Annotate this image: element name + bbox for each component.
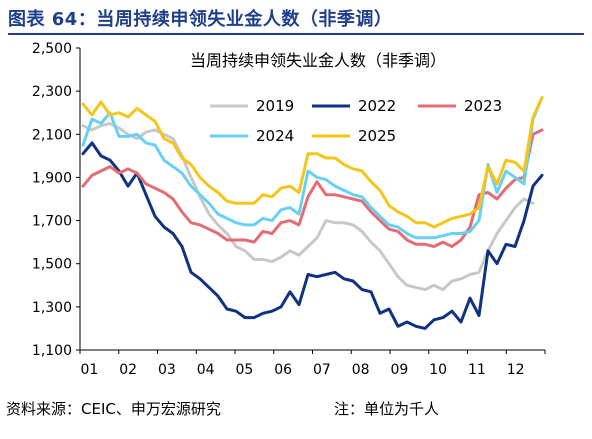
unit-note: 注：单位为千人 <box>334 400 440 418</box>
legend-label-2022: 2022 <box>358 97 396 115</box>
x-tick-label: 11 <box>468 362 486 378</box>
legend: 2019 2022 2023 2024 2025 <box>210 97 502 145</box>
y-tick-label: 2,300 <box>32 84 72 100</box>
y-tick-label: 1,700 <box>32 214 72 230</box>
x-tick-label: 04 <box>197 362 215 378</box>
x-tick-label: 03 <box>158 362 176 378</box>
x-tick-label: 06 <box>274 362 292 378</box>
legend-label-2024: 2024 <box>256 127 294 145</box>
series-line-2019 <box>81 122 535 292</box>
x-tick-label: 10 <box>429 362 447 378</box>
source-note: 资料来源：CEIC、申万宏源研究 <box>6 400 221 418</box>
series-line-2022 <box>81 141 544 330</box>
series-line-2025 <box>81 96 544 229</box>
y-tick-label: 2,500 <box>32 41 72 57</box>
figure-title: 图表 64：当周持续申领失业金人数（非季调） <box>8 9 393 30</box>
series-line-2024 <box>81 96 544 240</box>
header-divider <box>8 33 584 35</box>
axes: 1,100 1,300 1,500 1,700 1,900 2,100 2,300 2,500… <box>32 41 546 378</box>
figure-header: 图表 64：当周持续申领失业金人数（非季调） <box>8 5 584 35</box>
y-tick-label: 2,100 <box>32 127 72 143</box>
y-tick-label: 1,300 <box>32 300 72 316</box>
x-tick-label: 02 <box>119 362 137 378</box>
legend-label-2023: 2023 <box>464 97 502 115</box>
x-tick-label: 07 <box>313 362 331 378</box>
y-tick-label: 1,100 <box>32 343 72 359</box>
x-tick-label: 09 <box>390 362 408 378</box>
legend-label-2019: 2019 <box>256 97 294 115</box>
line-chart: 当周持续申领失业金人数（非季调） 1,100 1,300 1,500 1,700 1,9… <box>32 41 546 378</box>
x-tick-label: 08 <box>352 362 370 378</box>
y-tick-label: 1,500 <box>32 257 72 273</box>
figure-footer: 资料来源：CEIC、申万宏源研究 注：单位为千人 <box>6 398 586 428</box>
chart-container: 当周持续申领失业金人数（非季调） 1,100 1,300 1,500 1,700 1,9… <box>0 36 592 388</box>
series-lines <box>81 96 544 330</box>
x-tick-label: 12 <box>507 362 525 378</box>
x-tick-label: 01 <box>80 362 98 378</box>
y-tick-label: 1,900 <box>32 170 72 186</box>
x-tick-label: 05 <box>235 362 253 378</box>
legend-label-2025: 2025 <box>358 127 396 145</box>
chart-title: 当周持续申领失业金人数（非季调） <box>190 51 446 70</box>
